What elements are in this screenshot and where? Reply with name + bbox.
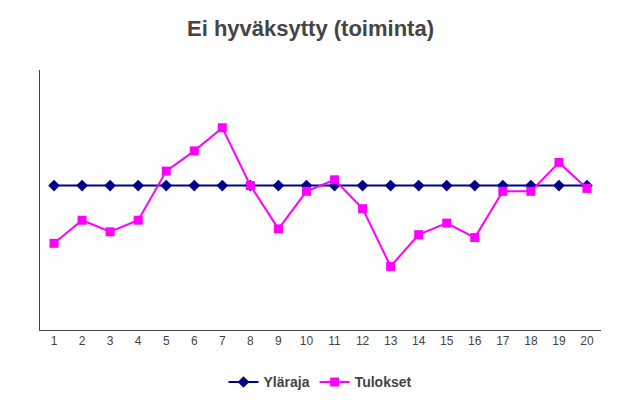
svg-text:10: 10	[300, 334, 314, 348]
svg-text:Tulokset: Tulokset	[355, 374, 412, 390]
svg-text:14: 14	[412, 334, 426, 348]
svg-text:Ei hyväksytty (toiminta): Ei hyväksytty (toiminta)	[187, 16, 434, 41]
svg-text:12: 12	[356, 334, 370, 348]
svg-text:11: 11	[328, 334, 341, 348]
svg-text:5: 5	[163, 334, 170, 348]
svg-text:8: 8	[247, 334, 254, 348]
svg-text:17: 17	[496, 334, 510, 348]
svg-text:1: 1	[51, 334, 58, 348]
svg-text:15: 15	[440, 334, 454, 348]
svg-text:19: 19	[552, 334, 566, 348]
svg-text:7: 7	[219, 334, 226, 348]
svg-text:2: 2	[79, 334, 86, 348]
svg-text:6: 6	[191, 334, 198, 348]
svg-text:13: 13	[384, 334, 398, 348]
svg-text:20: 20	[580, 334, 594, 348]
svg-text:16: 16	[468, 334, 482, 348]
svg-text:9: 9	[275, 334, 282, 348]
svg-text:3: 3	[107, 334, 114, 348]
svg-text:18: 18	[524, 334, 538, 348]
svg-text:Yläraja: Yläraja	[264, 374, 310, 390]
svg-text:4: 4	[135, 334, 142, 348]
